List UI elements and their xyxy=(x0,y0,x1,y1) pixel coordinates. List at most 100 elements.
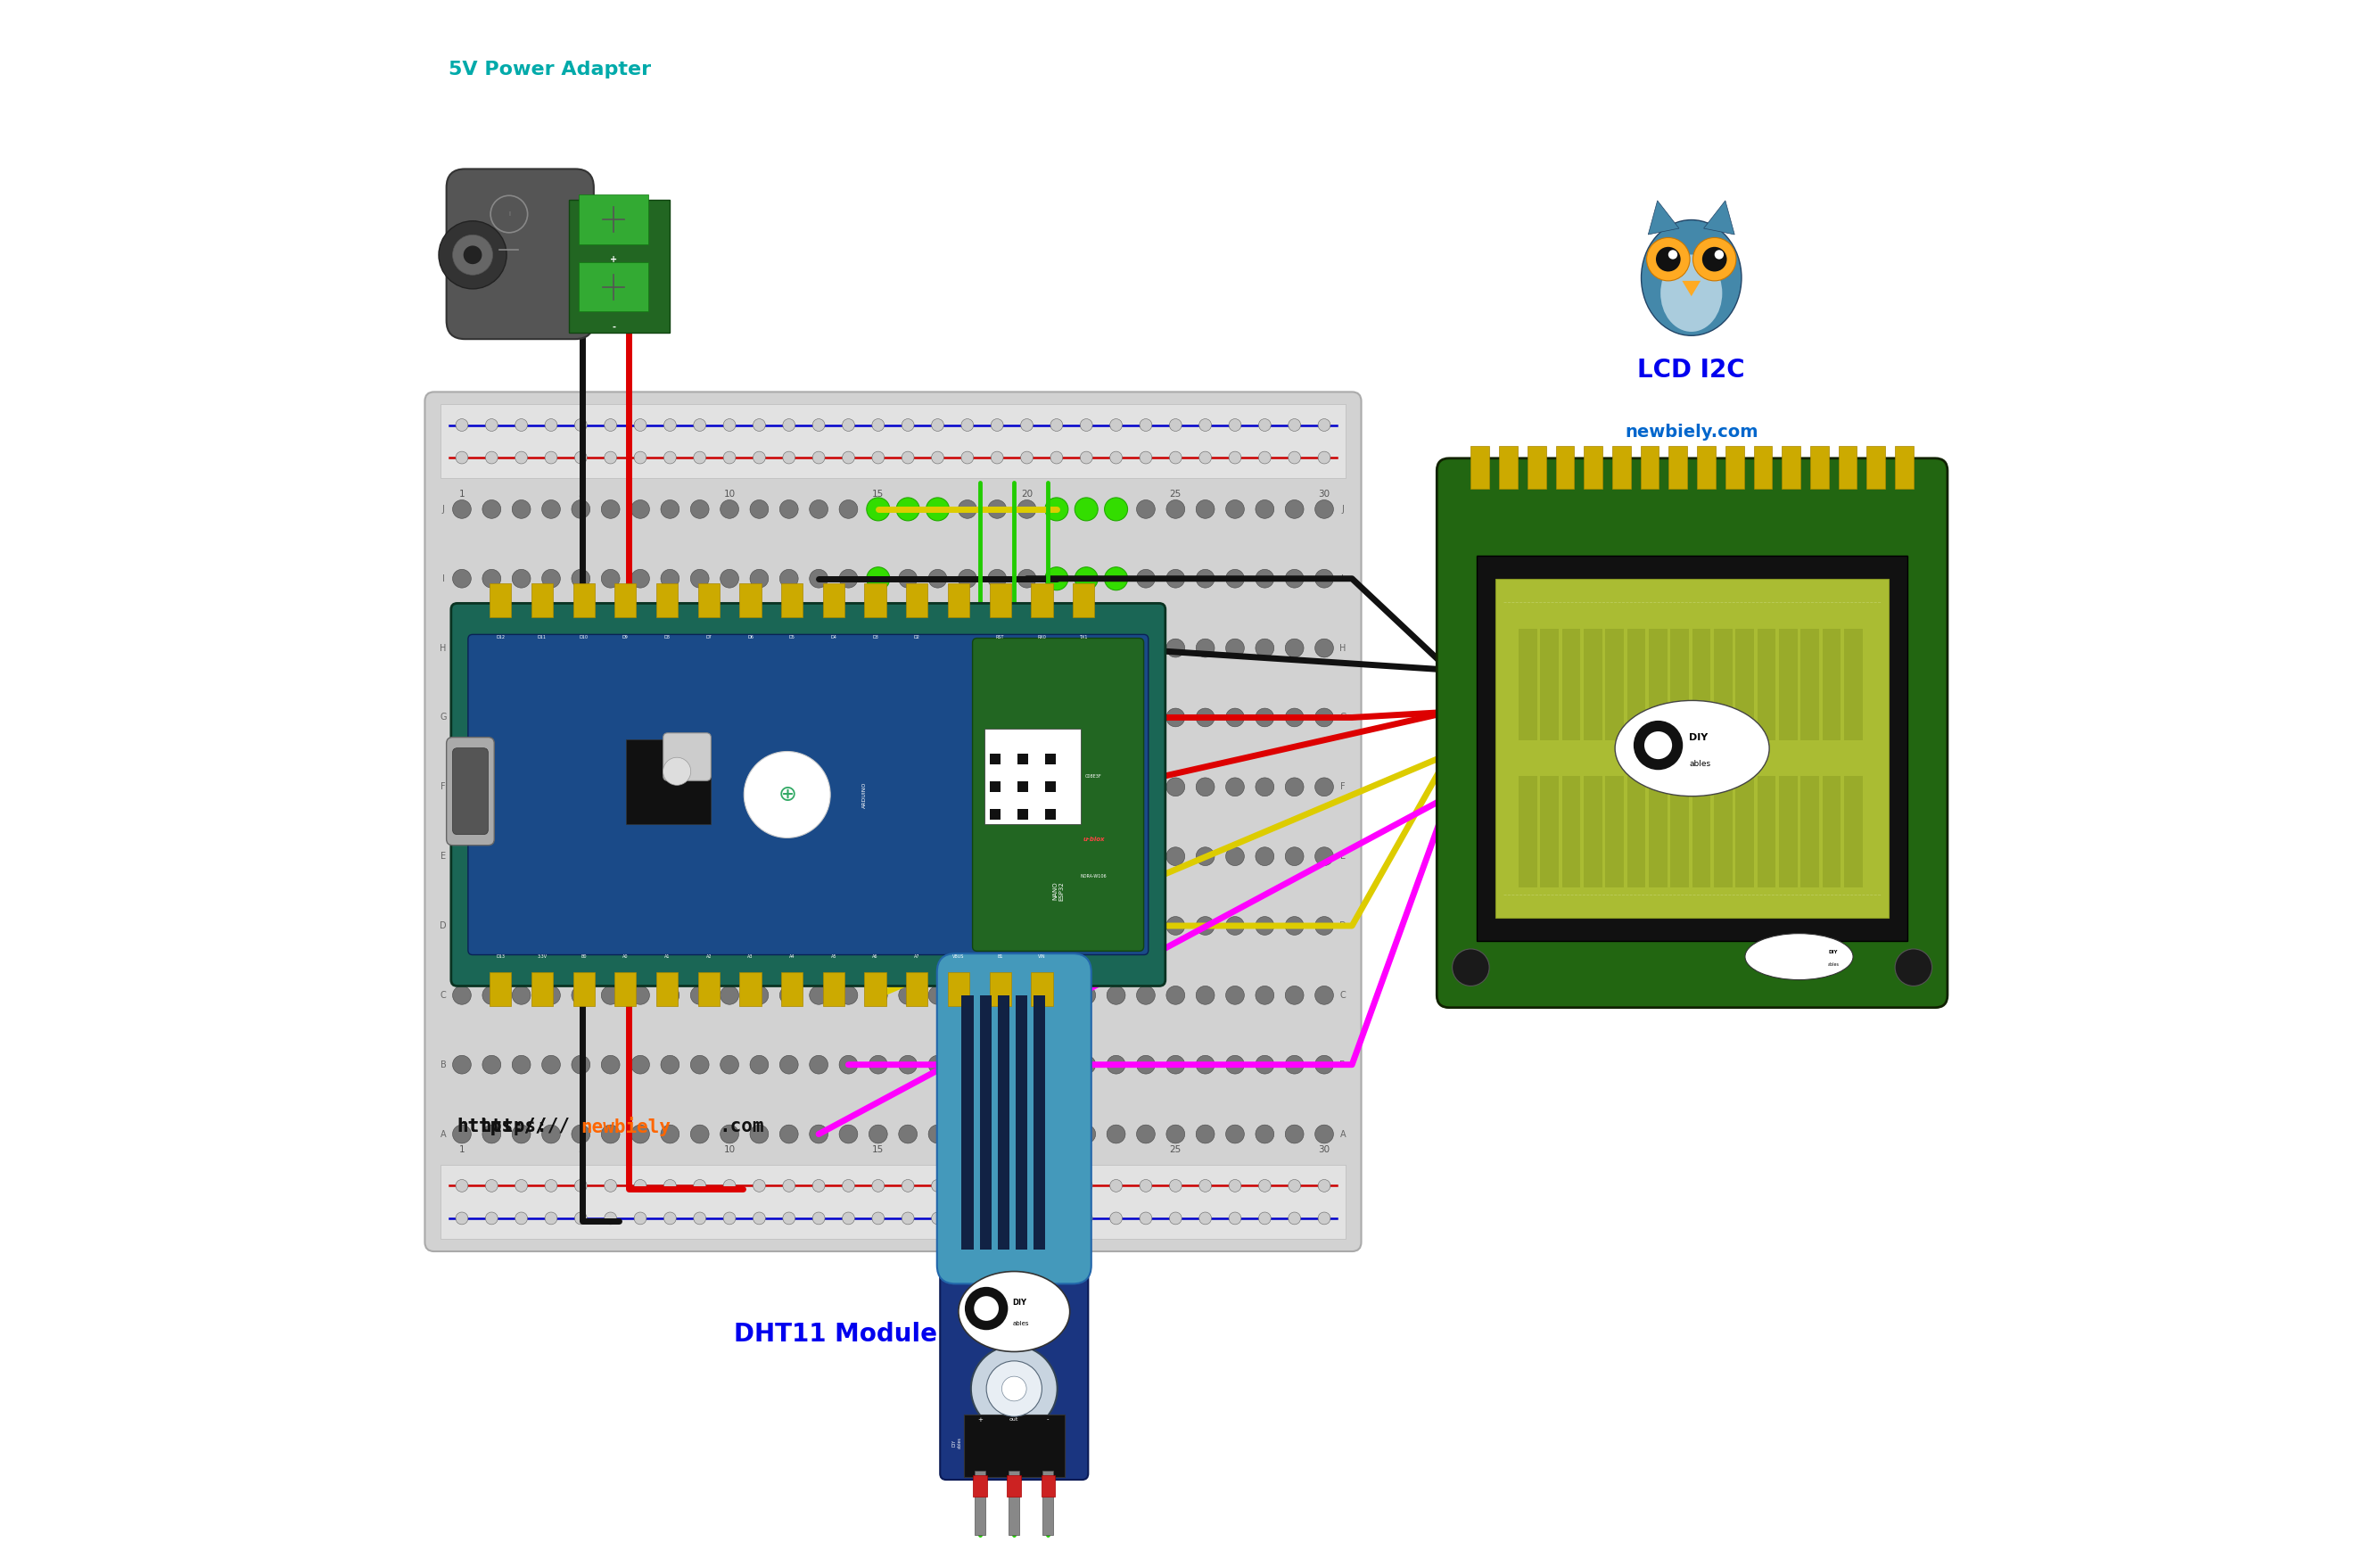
Bar xyxy=(1611,446,1630,489)
Circle shape xyxy=(1019,778,1035,796)
Circle shape xyxy=(452,708,471,727)
Circle shape xyxy=(959,778,976,796)
Circle shape xyxy=(690,778,709,796)
Text: VIN: VIN xyxy=(1038,955,1045,958)
Ellipse shape xyxy=(1616,701,1768,796)
Circle shape xyxy=(1226,1125,1245,1143)
Circle shape xyxy=(1166,847,1185,866)
Bar xyxy=(578,262,650,312)
Circle shape xyxy=(840,847,857,866)
Circle shape xyxy=(1078,986,1095,1004)
Circle shape xyxy=(455,1213,469,1225)
Circle shape xyxy=(724,452,735,464)
Circle shape xyxy=(690,569,709,588)
Circle shape xyxy=(902,418,914,430)
Circle shape xyxy=(900,778,916,796)
Circle shape xyxy=(809,500,828,518)
Bar xyxy=(1583,776,1602,887)
Circle shape xyxy=(1107,569,1126,588)
Circle shape xyxy=(1019,917,1035,935)
Text: C: C xyxy=(1340,991,1345,1000)
Bar xyxy=(864,583,885,617)
Circle shape xyxy=(574,1179,588,1191)
Bar xyxy=(1844,630,1864,741)
Bar xyxy=(1640,446,1659,489)
Circle shape xyxy=(1047,500,1066,518)
Circle shape xyxy=(1316,917,1333,935)
Bar xyxy=(1671,776,1690,887)
Circle shape xyxy=(1140,1213,1152,1225)
Circle shape xyxy=(988,847,1007,866)
Text: 20: 20 xyxy=(1021,489,1033,498)
Circle shape xyxy=(959,569,976,588)
Bar xyxy=(1016,753,1028,764)
Bar xyxy=(657,583,678,617)
Circle shape xyxy=(1019,1125,1035,1143)
Circle shape xyxy=(1047,1055,1066,1074)
Bar xyxy=(1045,781,1057,792)
Text: G: G xyxy=(440,713,447,722)
Circle shape xyxy=(690,500,709,518)
Text: newbiely: newbiely xyxy=(581,1117,671,1136)
Text: 3.3V: 3.3V xyxy=(538,955,547,958)
Circle shape xyxy=(1078,917,1095,935)
Circle shape xyxy=(545,418,557,430)
Text: 25: 25 xyxy=(1169,1145,1180,1154)
Circle shape xyxy=(866,568,890,591)
Polygon shape xyxy=(1649,201,1678,235)
Circle shape xyxy=(869,986,888,1004)
Text: 15: 15 xyxy=(871,1145,883,1154)
Bar xyxy=(574,583,595,617)
Circle shape xyxy=(988,1125,1007,1143)
Circle shape xyxy=(1169,1213,1183,1225)
Circle shape xyxy=(812,1179,826,1191)
Circle shape xyxy=(1257,986,1273,1004)
Circle shape xyxy=(750,986,769,1004)
Circle shape xyxy=(931,452,945,464)
Bar xyxy=(440,1165,1345,1239)
Circle shape xyxy=(543,778,559,796)
Bar xyxy=(740,972,762,1006)
Circle shape xyxy=(959,847,976,866)
Circle shape xyxy=(1259,1179,1271,1191)
Circle shape xyxy=(1021,452,1033,464)
Circle shape xyxy=(1288,452,1299,464)
Circle shape xyxy=(571,500,590,518)
Bar xyxy=(1495,579,1890,918)
Circle shape xyxy=(1138,1125,1154,1143)
Text: 1: 1 xyxy=(459,1145,464,1154)
Circle shape xyxy=(571,778,590,796)
Circle shape xyxy=(1894,949,1933,986)
Circle shape xyxy=(928,708,947,727)
Circle shape xyxy=(545,1179,557,1191)
Circle shape xyxy=(1200,452,1211,464)
Circle shape xyxy=(512,639,531,657)
Circle shape xyxy=(1166,569,1185,588)
Circle shape xyxy=(1226,917,1245,935)
Circle shape xyxy=(1045,498,1069,522)
Text: D11: D11 xyxy=(538,636,547,639)
Circle shape xyxy=(988,1055,1007,1074)
Circle shape xyxy=(1257,639,1273,657)
Text: https://: https:// xyxy=(457,1117,547,1136)
Circle shape xyxy=(514,452,528,464)
FancyBboxPatch shape xyxy=(452,748,488,835)
Circle shape xyxy=(1047,1125,1066,1143)
Circle shape xyxy=(781,708,797,727)
Circle shape xyxy=(1228,1213,1242,1225)
Circle shape xyxy=(928,500,947,518)
Circle shape xyxy=(840,1055,857,1074)
Text: A: A xyxy=(440,1129,447,1139)
Bar xyxy=(578,194,650,244)
Bar xyxy=(1823,776,1840,887)
Circle shape xyxy=(662,778,678,796)
Text: D7: D7 xyxy=(704,636,712,639)
Circle shape xyxy=(1316,1055,1333,1074)
Bar xyxy=(1756,776,1775,887)
Circle shape xyxy=(1702,247,1728,272)
Bar xyxy=(614,583,635,617)
Text: u-blox: u-blox xyxy=(1083,836,1104,842)
Circle shape xyxy=(1285,639,1304,657)
Circle shape xyxy=(602,639,619,657)
Circle shape xyxy=(902,1213,914,1225)
